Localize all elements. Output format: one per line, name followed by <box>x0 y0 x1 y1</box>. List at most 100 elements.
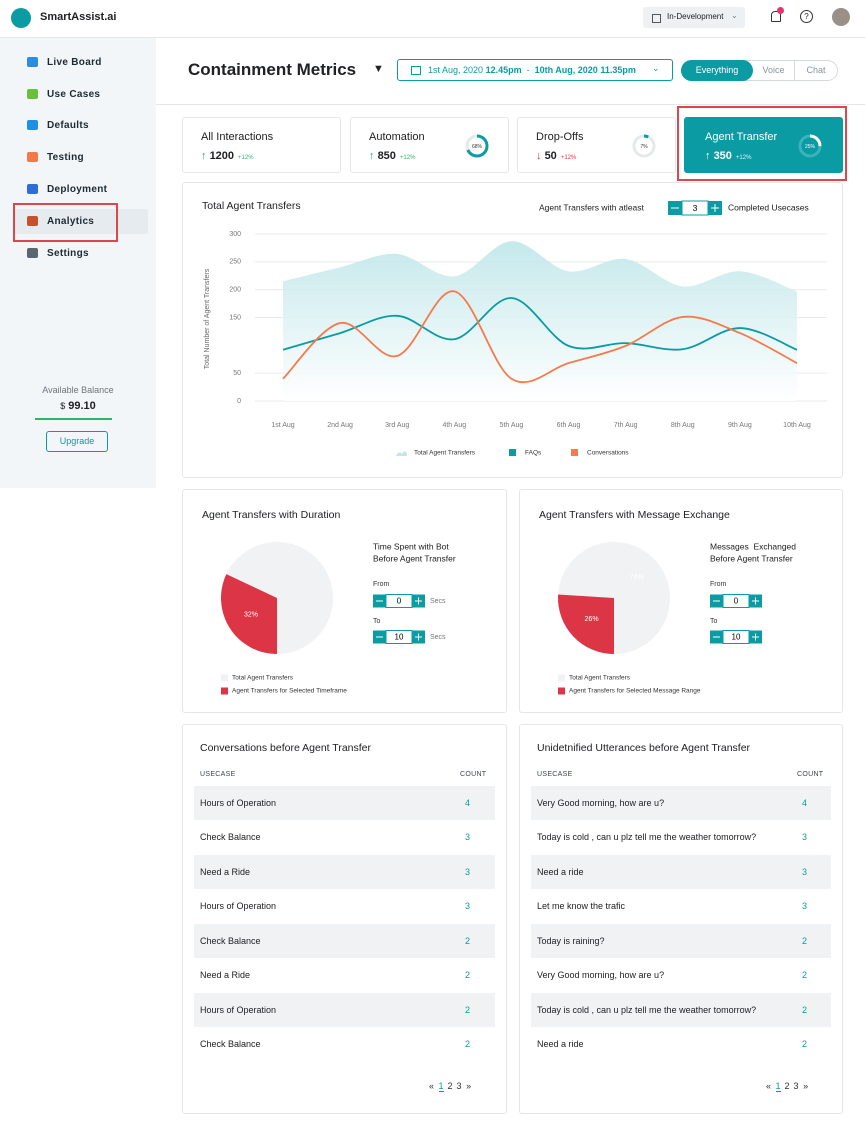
table-row: Check Balance 2 <box>194 1027 495 1061</box>
environment-selector[interactable]: In-Development ⌄ <box>643 7 745 28</box>
kpi-change: +12% <box>735 155 752 161</box>
cell-usecase: Today is cold , can u plz tell me the we… <box>537 1004 757 1015</box>
tab[interactable]: Chat <box>806 65 826 75</box>
caret: ⌄ <box>652 63 660 73</box>
table-row: Need a ride 3 <box>531 854 831 889</box>
cell-count: 2 <box>802 1004 808 1015</box>
time-from: 12.45pm <box>485 65 522 75</box>
page-prev[interactable]: « <box>429 1081 437 1091</box>
page-number[interactable]: 2 <box>784 1081 790 1091</box>
cell-count: 4 <box>465 798 471 808</box>
legend-label: Total Agent Transfers <box>232 675 294 682</box>
ring: 7% <box>632 134 656 158</box>
cell-count: 2 <box>802 1039 808 1050</box>
line <box>282 297 798 351</box>
nav-item[interactable]: Deployment <box>14 177 148 202</box>
trend-arrow: ↑ <box>201 150 210 162</box>
page-number[interactable]: 3 <box>456 1081 462 1091</box>
column-header: COUNT <box>460 771 487 778</box>
x-tick-label: 1st Aug <box>271 422 294 429</box>
slice-label: 74% <box>629 574 643 581</box>
time-to: 11.35pm <box>600 65 636 75</box>
kpi-number: 1200 <box>209 150 235 162</box>
pie-slice <box>226 542 333 654</box>
page-number[interactable]: 1 <box>775 1081 781 1092</box>
balance-label: Available Balance <box>42 385 114 395</box>
nav-item[interactable]: Defaults <box>14 113 148 138</box>
legend-label: FAQs <box>525 450 542 457</box>
separator: - <box>526 65 530 75</box>
chart-title: Agent Transfers with Message Exchange <box>539 509 730 521</box>
column-header: COUNT <box>797 771 824 778</box>
nav-item[interactable]: Analytics <box>14 209 148 234</box>
plus-icon <box>415 597 422 605</box>
nav-item[interactable]: Settings <box>14 241 148 266</box>
page-number[interactable]: 2 <box>447 1081 453 1091</box>
page-number[interactable]: 3 <box>793 1081 799 1091</box>
help[interactable]: ? <box>800 10 813 23</box>
tab[interactable]: Voice <box>753 60 795 81</box>
caret: ⌄ <box>731 11 738 20</box>
cell-count: 3 <box>465 901 471 912</box>
plus-icon <box>711 204 719 212</box>
nav-icon <box>27 152 38 162</box>
page-number[interactable]: 1 <box>438 1081 444 1092</box>
kpi-card[interactable]: All Interactions ↑ 1200 +12% <box>182 117 341 173</box>
nav-icon <box>27 248 38 258</box>
cell-count: 3 <box>465 866 471 877</box>
title-caret[interactable]: ▼ <box>373 63 384 75</box>
kpi-label: Agent Transfer <box>705 131 778 143</box>
filter-prefix: Agent Transfers with atleast <box>539 202 645 212</box>
table-row: Today is cold , can u plz tell me the we… <box>531 820 831 854</box>
ring-label: 25% <box>805 144 816 150</box>
nav-item[interactable]: Testing <box>14 145 148 170</box>
legend-label: Total Agent Transfers <box>414 450 476 457</box>
filter-heading: Before Agent Transfer <box>373 553 456 563</box>
unit: Secs <box>430 634 446 641</box>
table-row: Let me know the trafic 3 <box>531 889 831 923</box>
kpi-number: 850 <box>377 150 396 162</box>
kpi-label: Drop-Offs <box>536 131 584 143</box>
nav-item[interactable]: Live Board <box>14 50 148 75</box>
table-row: Very Good morning, how are u? 2 <box>531 958 831 992</box>
filter-heading: Before Agent Transfer <box>710 553 793 563</box>
cell-usecase: Need a Ride <box>200 970 251 981</box>
nav-icon <box>27 57 38 67</box>
top-bar: SmartAssist.ai In-Development ⌄ ? <box>0 0 865 38</box>
date-range[interactable]: 1st Aug, 2020 12.45pm - 10th Aug, 2020 1… <box>397 59 673 81</box>
divider <box>156 104 865 105</box>
table-row: Hours of Operation 2 <box>194 992 495 1027</box>
bell[interactable] <box>771 11 781 22</box>
x-tick-label: 4th Aug <box>442 422 466 429</box>
kpi-number: 50 <box>544 150 557 162</box>
page-title: Containment Metrics <box>188 60 357 79</box>
cell-usecase: Need a Ride <box>200 866 251 877</box>
y-tick-label: 300 <box>229 231 241 238</box>
page-prev[interactable]: « <box>766 1081 774 1091</box>
upgrade-button[interactable]: Upgrade <box>46 431 108 452</box>
cell-count: 3 <box>802 832 808 843</box>
tab-active[interactable]: Everything <box>681 60 753 81</box>
nav-item[interactable]: Use Cases <box>14 82 148 107</box>
table-row: Hours of Operation 3 <box>194 889 495 923</box>
kpi-number: 350 <box>713 150 732 162</box>
kpi-change: +12% <box>399 155 416 161</box>
notification-dot <box>777 7 784 14</box>
table-title: Unidetnified Utterances before Agent Tra… <box>537 742 751 754</box>
x-tick-label: 5th Aug <box>500 422 524 429</box>
kpi-card[interactable]: Automation ↑ 850 +12% 68% <box>350 117 509 173</box>
avatar[interactable] <box>832 8 850 26</box>
table-title: Conversations before Agent Transfer <box>200 742 372 754</box>
x-tick-label: 6th Aug <box>557 422 581 429</box>
kpi-card[interactable]: Drop-Offs ↓ 50 +12% 7% <box>517 117 676 173</box>
stepper-value: 0 <box>734 597 739 606</box>
pie-slice <box>558 594 614 654</box>
trend-arrow: ↑ <box>369 150 378 162</box>
column-header: USECASE <box>200 771 236 778</box>
kpi-card[interactable]: Agent Transfer ↑ 350 +12% 25% <box>684 117 843 173</box>
date-to: 10th Aug, 2020 <box>534 65 598 75</box>
logo <box>11 8 31 28</box>
